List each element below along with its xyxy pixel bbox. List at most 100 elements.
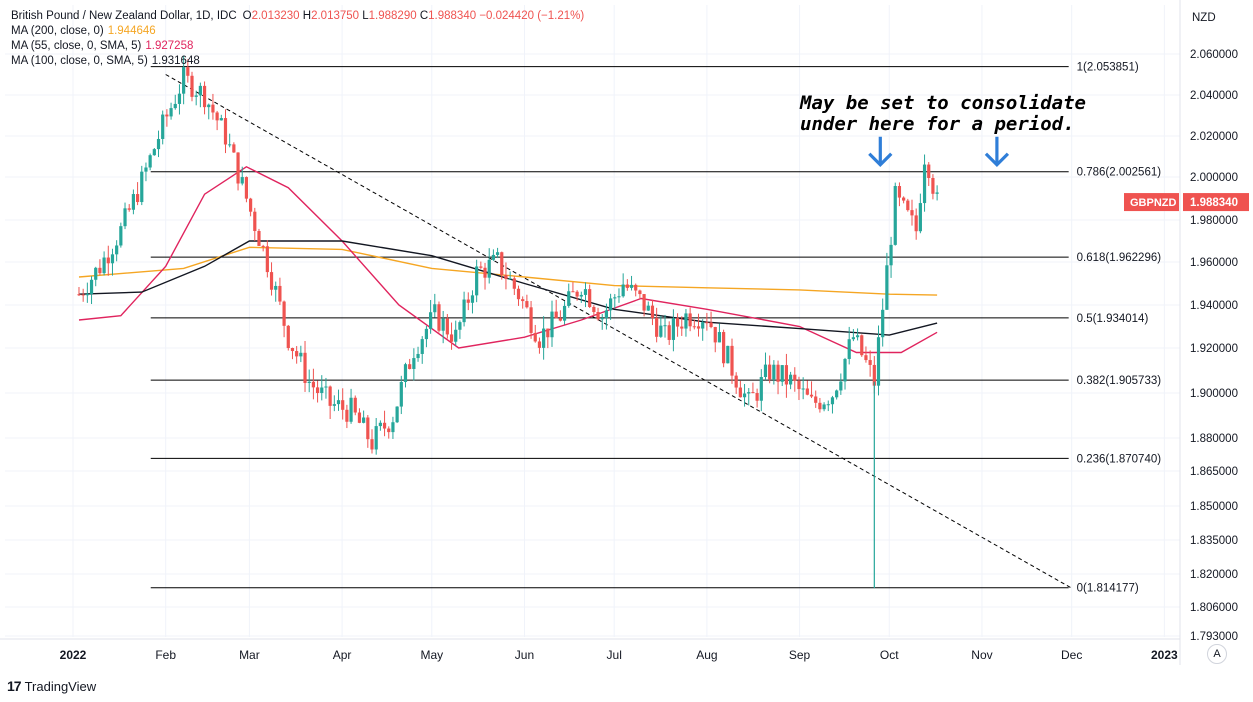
high-label: H [302, 10, 312, 22]
fib-level-label: 0(1.814177) [1077, 583, 1139, 595]
low-label: L [362, 10, 369, 22]
candle-body [437, 304, 441, 331]
candle-body [353, 397, 357, 413]
candle-body [278, 285, 282, 302]
candle-body [730, 345, 734, 376]
candle-body [387, 428, 391, 433]
candle-body [144, 167, 148, 172]
candle-body [688, 313, 692, 327]
candle-body [667, 325, 671, 340]
time-tick-label: 2022 [60, 648, 87, 662]
candle-body [173, 103, 177, 109]
candle-body [734, 375, 738, 388]
down-arrow-icon [868, 152, 893, 168]
time-tick-label: May [420, 648, 443, 662]
candle-body [793, 374, 797, 381]
candle-body [742, 393, 747, 398]
time-tick-label: Aug [696, 648, 717, 662]
candle-body [127, 208, 131, 210]
candle-body [483, 267, 487, 278]
candle-body [81, 294, 85, 296]
candle-body [449, 334, 454, 342]
indicator-ma100[interactable]: MA (100, close, 0, SMA, 5) 1.931648 [11, 54, 584, 69]
candle-body [797, 380, 801, 390]
candle-body [345, 409, 349, 422]
fib-level-label: 0.618(1.962296) [1077, 252, 1162, 264]
price-tick-label: 1.850000 [1190, 501, 1238, 513]
fib-level-label: 0.786(2.002561) [1077, 167, 1162, 179]
candle-body [336, 400, 341, 405]
candle-body [110, 254, 115, 264]
candle-body [646, 305, 650, 311]
candle-body [299, 352, 303, 357]
candle-body [244, 177, 249, 199]
candle-body [320, 387, 324, 394]
candle-body [642, 294, 646, 311]
candle-body [780, 365, 784, 382]
candle-body [634, 284, 638, 291]
time-tick-label: Oct [880, 648, 899, 662]
candle-body [198, 85, 202, 96]
candle-body [156, 138, 161, 150]
price-tick-label: 2.000000 [1190, 172, 1238, 184]
candle-body [705, 322, 709, 324]
candle-body [650, 305, 655, 318]
candle-body [885, 265, 889, 310]
price-tick-label: 2.040000 [1190, 90, 1238, 102]
candle-body [609, 298, 613, 311]
candle-body [638, 290, 642, 295]
time-tick-label: 2023 [1151, 648, 1178, 662]
candle-body [374, 426, 378, 450]
open-value: 2.013230 [251, 10, 300, 22]
price-tick-label: 1.920000 [1190, 343, 1238, 355]
candle-body [931, 178, 935, 194]
candle-body [558, 318, 562, 321]
candle-body [186, 67, 190, 76]
candle-body [169, 108, 173, 117]
candle-body [789, 374, 793, 385]
indicator-ma55[interactable]: MA (55, close, 0, SMA, 5) 1.927258 [11, 39, 584, 54]
candle-body [935, 192, 939, 194]
candle-body [102, 257, 106, 274]
candle-body [253, 211, 257, 231]
candle-body [194, 95, 198, 97]
tradingview-logo[interactable]: 17 TradingView [7, 678, 96, 694]
candle-body [625, 284, 629, 288]
price-tick-label: 1.940000 [1190, 300, 1238, 312]
candle-body [123, 208, 127, 227]
candle-body [408, 364, 412, 369]
ma100-line [78, 240, 938, 336]
candle-body [529, 307, 533, 333]
time-tick-label: Jul [607, 648, 622, 662]
candle-body [755, 393, 759, 401]
candle-body [458, 322, 462, 330]
candle-body [261, 245, 265, 247]
candle-body [324, 386, 328, 388]
symbol-tag [1124, 193, 1179, 212]
candle-body [89, 279, 94, 294]
indicator-ma200[interactable]: MA (200, close, 0) 1.944646 [11, 24, 584, 39]
candle-body [487, 259, 491, 278]
chart-legend: British Pound / New Zealand Dollar, 1D, … [11, 9, 584, 69]
candle-body [596, 312, 600, 320]
candle-body [826, 404, 830, 406]
price-tick-label: 1.880000 [1190, 433, 1238, 445]
candle-body [399, 381, 403, 407]
candle-body [822, 404, 826, 410]
candle-body [508, 278, 512, 280]
candle-body [562, 305, 567, 321]
candle-body [357, 412, 362, 423]
candle-body [910, 210, 914, 216]
time-tick-label: Sep [789, 648, 811, 662]
candle-body [140, 171, 144, 203]
candle-body [366, 417, 370, 440]
candle-body [617, 296, 621, 298]
candle-body [768, 364, 772, 380]
candle-body [801, 388, 805, 390]
candle-body [872, 364, 876, 386]
symbol-title: British Pound / New Zealand Dollar, 1D, … [11, 10, 237, 22]
candle-body [420, 339, 424, 354]
auto-scale-button[interactable]: A [1207, 644, 1227, 664]
time-tick-label: Apr [333, 648, 352, 662]
